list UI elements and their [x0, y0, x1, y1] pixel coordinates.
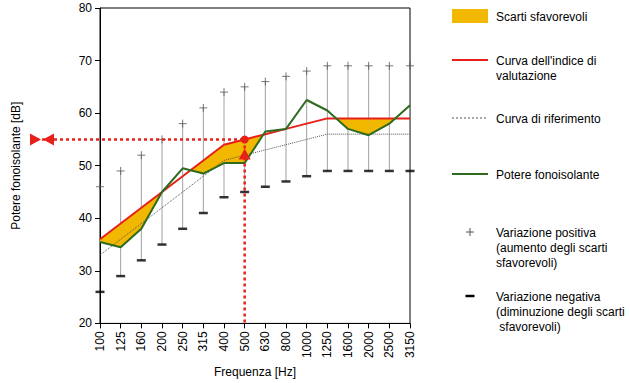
svg-text:Scarti sfavorevoli: Scarti sfavorevoli: [496, 10, 587, 24]
svg-text:30: 30: [79, 264, 93, 278]
svg-text:sfavorevoli): sfavorevoli): [496, 320, 561, 334]
svg-text:valutazione: valutazione: [496, 69, 557, 83]
svg-text:(diminuzione degli scarti: (diminuzione degli scarti: [496, 305, 625, 319]
svg-text:Curva di riferimento: Curva di riferimento: [496, 112, 601, 126]
svg-text:60: 60: [79, 106, 93, 120]
svg-text:315: 315: [196, 331, 210, 351]
svg-text:Variazione negativa: Variazione negativa: [496, 290, 604, 304]
svg-text:Variazione positiva: Variazione positiva: [496, 226, 599, 240]
svg-text:(aumento degli scarti: (aumento degli scarti: [496, 241, 611, 255]
svg-text:sfavorevoli): sfavorevoli): [496, 256, 557, 270]
svg-text:160: 160: [134, 331, 148, 351]
svg-text:630: 630: [258, 331, 272, 351]
svg-text:Potere fonoisolante [dB]: Potere fonoisolante [dB]: [9, 102, 23, 230]
svg-text:80: 80: [79, 1, 93, 15]
svg-text:70: 70: [79, 54, 93, 68]
svg-text:40: 40: [79, 211, 93, 225]
svg-text:1600: 1600: [341, 331, 355, 358]
svg-text:250: 250: [176, 331, 190, 351]
svg-text:500: 500: [238, 331, 252, 351]
svg-text:800: 800: [279, 331, 293, 351]
svg-text:2000: 2000: [362, 331, 376, 358]
svg-text:400: 400: [217, 331, 231, 351]
svg-text:1000: 1000: [300, 331, 314, 358]
svg-text:50: 50: [79, 159, 93, 173]
svg-text:200: 200: [155, 331, 169, 351]
svg-text:Potere fonoisolante: Potere fonoisolante: [496, 168, 600, 182]
svg-text:1250: 1250: [320, 331, 334, 358]
svg-text:Curva dell'indice di: Curva dell'indice di: [496, 54, 600, 68]
svg-text:100: 100: [93, 331, 107, 351]
svg-text:3150: 3150: [403, 331, 417, 358]
svg-text:2500: 2500: [382, 331, 396, 358]
svg-text:Frequenza [Hz]: Frequenza [Hz]: [214, 365, 296, 379]
svg-text:125: 125: [114, 331, 128, 351]
svg-text:20: 20: [79, 316, 93, 330]
